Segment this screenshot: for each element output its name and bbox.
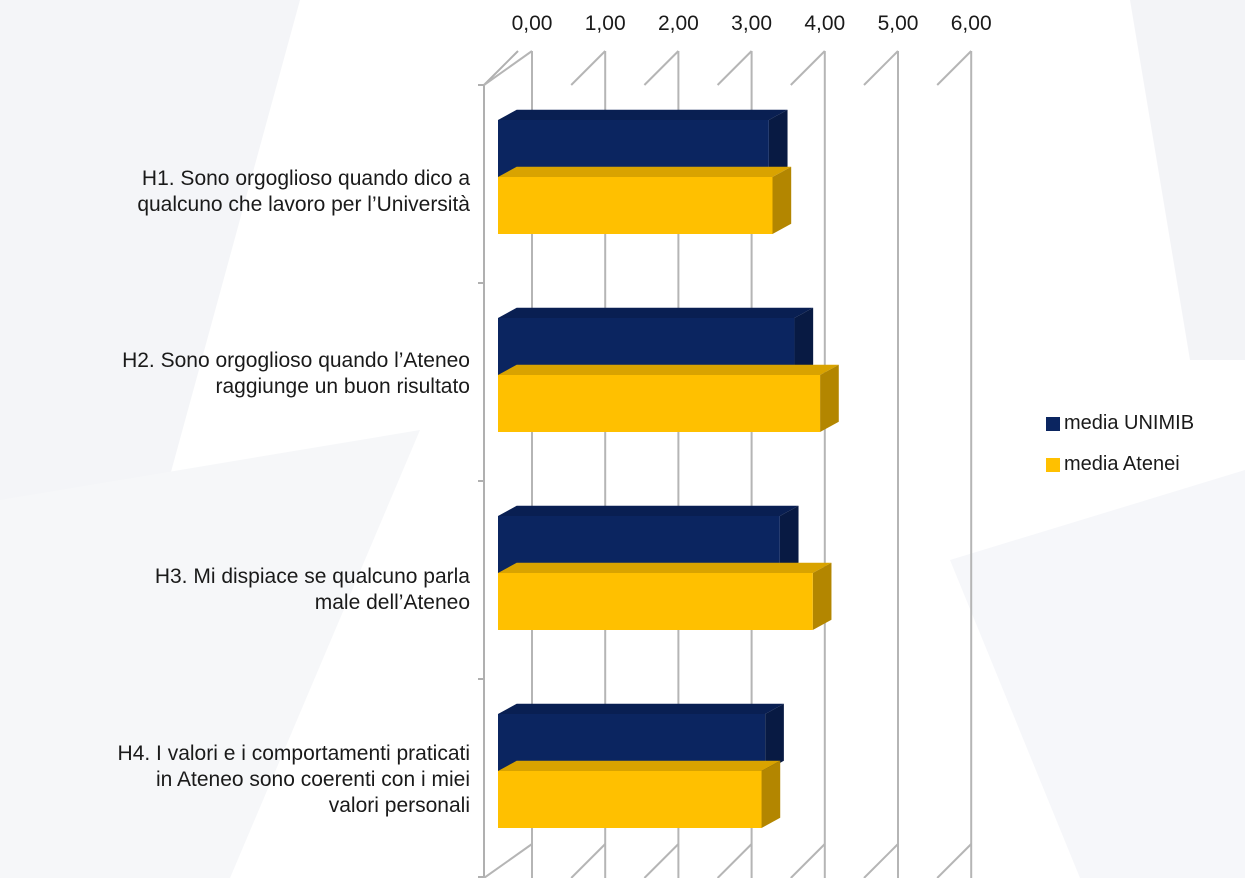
gridline-depth — [936, 50, 972, 86]
bar-top — [498, 703, 784, 714]
gridline-floor — [863, 843, 899, 878]
gridline-depth — [570, 50, 606, 86]
legend: media UNIMIB media Atenei — [1046, 410, 1194, 492]
gridline-floor — [936, 843, 972, 878]
bar — [498, 375, 821, 432]
bar-top — [498, 364, 839, 375]
x-tick-label: 1,00 — [585, 12, 626, 35]
bar-side — [761, 760, 781, 828]
category-label-line: raggiunge un buon risultato — [215, 375, 470, 398]
gridline-floor — [643, 843, 680, 878]
bar-top — [498, 109, 788, 120]
legend-swatch-unimib — [1046, 416, 1060, 431]
x-tick-label: 4,00 — [804, 12, 845, 35]
gridline-floor — [716, 843, 753, 878]
category-label-line: qualcuno che lavoro per l’Università — [137, 193, 470, 216]
gridline-depth — [483, 50, 533, 86]
gridline-floor — [790, 843, 826, 878]
x-tick-label: 5,00 — [878, 12, 919, 35]
category-label-line: H3. Mi dispiace se qualcuno parla — [154, 565, 470, 588]
x-tick-label: 3,00 — [731, 12, 772, 35]
legend-label-unimib: media UNIMIB — [1064, 412, 1195, 434]
x-tick-label: 0,00 — [512, 12, 553, 35]
gridline-depth — [790, 50, 826, 86]
bar-side — [779, 505, 799, 573]
category-label-line: H1. Sono orgoglioso quando dico a — [141, 167, 470, 190]
category-label-line: valori personali — [328, 794, 470, 817]
bar-side — [812, 562, 832, 630]
bar-side — [772, 166, 792, 234]
x-tick-label: 6,00 — [951, 12, 992, 35]
bar-side — [820, 364, 839, 432]
category-label: H1. Sono orgoglioso quando dico a qualcun… — [0, 166, 470, 218]
bar-top — [498, 505, 799, 516]
category-label: H3. Mi dispiace se qualcuno parla male de… — [0, 564, 470, 616]
bar-top — [498, 166, 792, 177]
legend-swatch-atenei — [1046, 457, 1060, 472]
category-label-line: male dell’Ateneo — [314, 591, 470, 614]
gridline-floor — [483, 843, 533, 878]
bar-side — [794, 307, 814, 375]
legend-item: media Atenei — [1046, 451, 1194, 478]
category-label: H4. I valori e i comportamenti praticati… — [0, 741, 470, 819]
category-label-line: in Ateneo sono coerenti con i miei — [155, 768, 470, 791]
gridline-floor — [570, 843, 606, 878]
category-label-line: H4. I valori e i comportamenti praticati — [117, 742, 470, 765]
bar-top — [498, 760, 781, 771]
legend-item: media UNIMIB — [1046, 410, 1194, 437]
bar-top — [498, 307, 814, 318]
bar — [498, 177, 773, 234]
bar-top — [498, 562, 832, 573]
wall-edge — [483, 50, 519, 86]
x-tick-label: 2,00 — [658, 12, 699, 35]
category-label: H2. Sono orgoglioso quando l’Ateneo raggi… — [0, 348, 470, 400]
bar-side — [768, 109, 788, 177]
gridline-depth — [863, 50, 899, 86]
category-label-line: H2. Sono orgoglioso quando l’Ateneo — [122, 349, 470, 372]
bar — [498, 771, 762, 828]
gridline-depth — [716, 50, 753, 86]
bar — [498, 573, 813, 630]
bar-side — [765, 703, 784, 771]
gridline-depth — [643, 50, 680, 86]
legend-label-atenei: media Atenei — [1064, 453, 1180, 475]
